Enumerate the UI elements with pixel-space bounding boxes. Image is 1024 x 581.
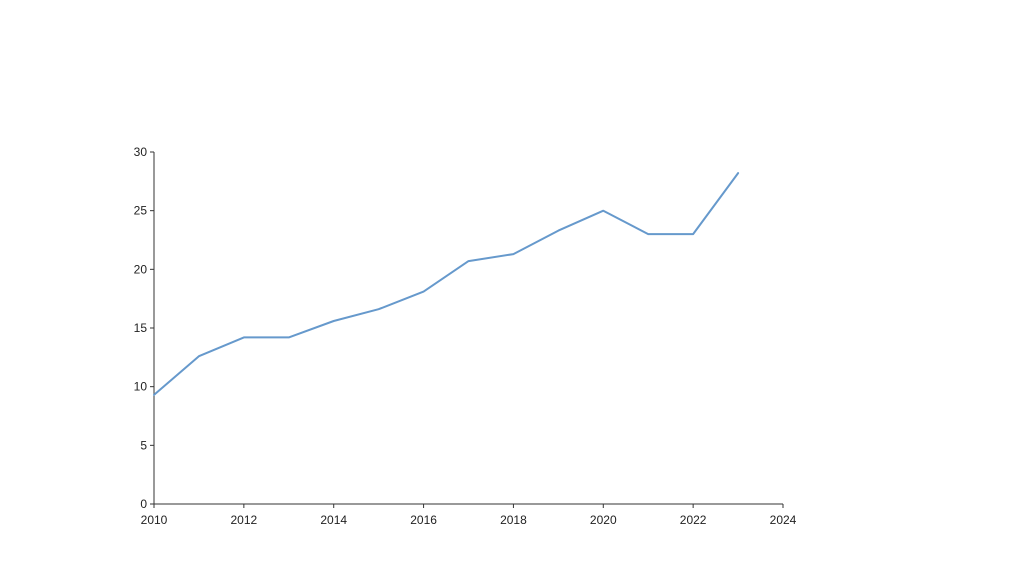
y-tick-label: 30	[134, 145, 148, 159]
y-tick-label: 20	[134, 262, 148, 276]
x-tick-label: 2018	[500, 513, 527, 527]
x-tick-label: 2020	[590, 513, 617, 527]
series-group	[153, 172, 740, 396]
y-tick-label: 5	[140, 438, 147, 452]
x-tick-label: 2024	[770, 513, 797, 527]
y-tick-label: 15	[134, 321, 148, 335]
x-tick-label: 2012	[231, 513, 258, 527]
series-line	[153, 172, 740, 396]
x-tick-label: 2016	[410, 513, 437, 527]
x-tick-label: 2022	[680, 513, 707, 527]
x-tick-label: 2010	[141, 513, 168, 527]
axes: 0 5 10 15 20 25 30 2010 2012 2014 2016 2018 2020 2022…	[134, 145, 797, 527]
x-tick-label: 2014	[320, 513, 347, 527]
y-tick-label: 10	[134, 380, 148, 394]
y-tick-label: 25	[134, 204, 148, 218]
y-tick-label: 0	[140, 497, 147, 511]
